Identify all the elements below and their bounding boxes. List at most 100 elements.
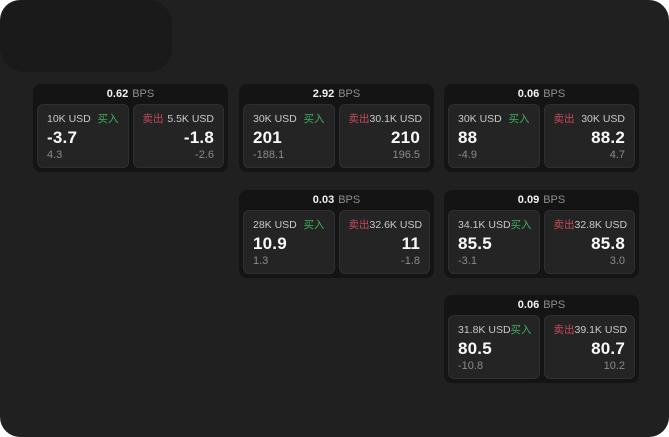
- buy-delta: -3.1: [458, 255, 477, 267]
- buy-panel-header: 30K USD 买入: [458, 111, 530, 126]
- sell-side-label: 卖出: [553, 219, 575, 231]
- sell-price: 11: [401, 234, 420, 253]
- bps-unit-label: BPS: [543, 88, 566, 100]
- sell-delta: 4.7: [609, 149, 625, 161]
- buy-delta: 4.3: [47, 149, 63, 161]
- bps-value: 0.62: [106, 88, 129, 100]
- top-left-panel-decoration: [0, 0, 172, 72]
- buy-price: -3.7: [47, 128, 78, 147]
- buy-delta: -188.1: [253, 149, 285, 161]
- buy-delta: -4.9: [458, 149, 477, 161]
- buy-price: 10.9: [253, 234, 287, 253]
- buy-price: 88: [458, 128, 478, 147]
- bps-unit-label: BPS: [543, 299, 566, 311]
- buy-price: 80.5: [458, 339, 492, 358]
- sell-side-label: 卖出: [348, 113, 370, 125]
- buy-side-label: 买入: [97, 113, 119, 125]
- card-header: 0.06 BPS: [444, 295, 639, 315]
- quote-card: 2.92 BPS 30K USD 买入 201 -188.1 卖出 30.1K …: [239, 84, 434, 172]
- quote-card: 0.06 BPS 30K USD 买入 88 -4.9 卖出 30K USD 8…: [444, 84, 639, 172]
- buy-amount: 28K USD: [253, 218, 297, 231]
- quote-panels: 10K USD 买入 -3.7 4.3 卖出 5.5K USD -1.8 -2.…: [37, 104, 224, 168]
- sell-amount: 5.5K USD: [167, 112, 214, 125]
- sell-panel-header: 卖出 32.8K USD: [553, 217, 628, 232]
- buy-panel-header: 30K USD 买入: [253, 111, 325, 126]
- bps-value: 0.06: [517, 88, 540, 100]
- buy-side-label: 买入: [508, 113, 530, 125]
- quote-panels: 31.8K USD 买入 80.5 -10.8 卖出 39.1K USD 80.…: [448, 315, 635, 379]
- quote-panels: 28K USD 买入 10.9 1.3 卖出 32.6K USD 11 -1.8: [243, 210, 430, 274]
- card-header: 2.92 BPS: [239, 84, 434, 104]
- quote-card: 0.62 BPS 10K USD 买入 -3.7 4.3 卖出 5.5K USD…: [33, 84, 228, 172]
- buy-price: 85.5: [458, 234, 492, 253]
- buy-amount: 10K USD: [47, 112, 91, 125]
- sell-panel-header: 卖出 39.1K USD: [553, 322, 628, 337]
- sell-price: 80.7: [591, 339, 625, 358]
- buy-amount: 30K USD: [253, 112, 297, 125]
- sell-side-label: 卖出: [553, 113, 575, 125]
- buy-side-label: 买入: [510, 324, 532, 336]
- sell-delta: -1.8: [401, 255, 420, 267]
- buy-panel[interactable]: 34.1K USD 买入 85.5 -3.1: [448, 210, 540, 274]
- bps-unit-label: BPS: [543, 194, 566, 206]
- buy-delta: -10.8: [458, 360, 484, 372]
- card-header: 0.09 BPS: [444, 190, 639, 210]
- sell-panel[interactable]: 卖出 30K USD 88.2 4.7: [543, 104, 635, 168]
- sell-amount: 39.1K USD: [574, 323, 628, 336]
- sell-panel[interactable]: 卖出 32.6K USD 11 -1.8: [338, 210, 430, 274]
- buy-panel[interactable]: 10K USD 买入 -3.7 4.3: [37, 104, 129, 168]
- sell-amount: 30.1K USD: [369, 112, 423, 125]
- sell-panel[interactable]: 卖出 32.8K USD 85.8 3.0: [543, 210, 635, 274]
- sell-price: 85.8: [591, 234, 625, 253]
- sell-panel[interactable]: 卖出 39.1K USD 80.7 10.2: [543, 315, 635, 379]
- sell-delta: 3.0: [609, 255, 625, 267]
- bps-unit-label: BPS: [338, 88, 361, 100]
- quote-panels: 30K USD 买入 201 -188.1 卖出 30.1K USD 210 1…: [243, 104, 430, 168]
- buy-amount: 30K USD: [458, 112, 502, 125]
- card-header: 0.62 BPS: [33, 84, 228, 104]
- sell-side-label: 卖出: [348, 219, 370, 231]
- bps-value: 0.06: [517, 299, 540, 311]
- buy-panel-header: 31.8K USD 买入: [458, 322, 532, 337]
- quote-card: 0.03 BPS 28K USD 买入 10.9 1.3 卖出 32.6K US…: [239, 190, 434, 278]
- buy-side-label: 买入: [303, 113, 325, 125]
- bps-value: 0.03: [312, 194, 335, 206]
- bps-unit-label: BPS: [338, 194, 361, 206]
- sell-amount: 30K USD: [581, 112, 625, 125]
- sell-panel[interactable]: 卖出 30.1K USD 210 196.5: [338, 104, 430, 168]
- sell-side-label: 卖出: [553, 324, 575, 336]
- buy-panel[interactable]: 28K USD 买入 10.9 1.3: [243, 210, 335, 274]
- bps-value: 0.09: [517, 194, 540, 206]
- sell-panel-header: 卖出 30K USD: [554, 111, 626, 126]
- quote-panels: 34.1K USD 买入 85.5 -3.1 卖出 32.8K USD 85.8…: [448, 210, 635, 274]
- sell-amount: 32.6K USD: [369, 218, 423, 231]
- buy-panel-header: 10K USD 买入: [47, 111, 119, 126]
- buy-panel-header: 28K USD 买入: [253, 217, 325, 232]
- buy-side-label: 买入: [303, 219, 325, 231]
- buy-panel[interactable]: 30K USD 买入 201 -188.1: [243, 104, 335, 168]
- buy-panel-header: 34.1K USD 买入: [458, 217, 532, 232]
- sell-price: 88.2: [591, 128, 625, 147]
- sell-panel[interactable]: 卖出 5.5K USD -1.8 -2.6: [132, 104, 224, 168]
- sell-delta: 10.2: [603, 360, 625, 372]
- sell-panel-header: 卖出 30.1K USD: [348, 111, 423, 126]
- sell-side-label: 卖出: [142, 113, 164, 125]
- quote-panels: 30K USD 买入 88 -4.9 卖出 30K USD 88.2 4.7: [448, 104, 635, 168]
- card-header: 0.03 BPS: [239, 190, 434, 210]
- sell-delta: 196.5: [392, 149, 420, 161]
- card-header: 0.06 BPS: [444, 84, 639, 104]
- buy-amount: 31.8K USD: [458, 323, 511, 336]
- buy-side-label: 买入: [510, 219, 532, 231]
- quote-card: 0.09 BPS 34.1K USD 买入 85.5 -3.1 卖出 32.8K…: [444, 190, 639, 278]
- sell-delta: -2.6: [195, 149, 214, 161]
- sell-price: -1.8: [183, 128, 214, 147]
- buy-price: 201: [253, 128, 282, 147]
- buy-panel[interactable]: 30K USD 买入 88 -4.9: [448, 104, 540, 168]
- sell-amount: 32.8K USD: [574, 218, 628, 231]
- bps-value: 2.92: [312, 88, 335, 100]
- sell-price: 210: [391, 128, 420, 147]
- sell-panel-header: 卖出 32.6K USD: [348, 217, 423, 232]
- bps-unit-label: BPS: [132, 88, 155, 100]
- buy-panel[interactable]: 31.8K USD 买入 80.5 -10.8: [448, 315, 540, 379]
